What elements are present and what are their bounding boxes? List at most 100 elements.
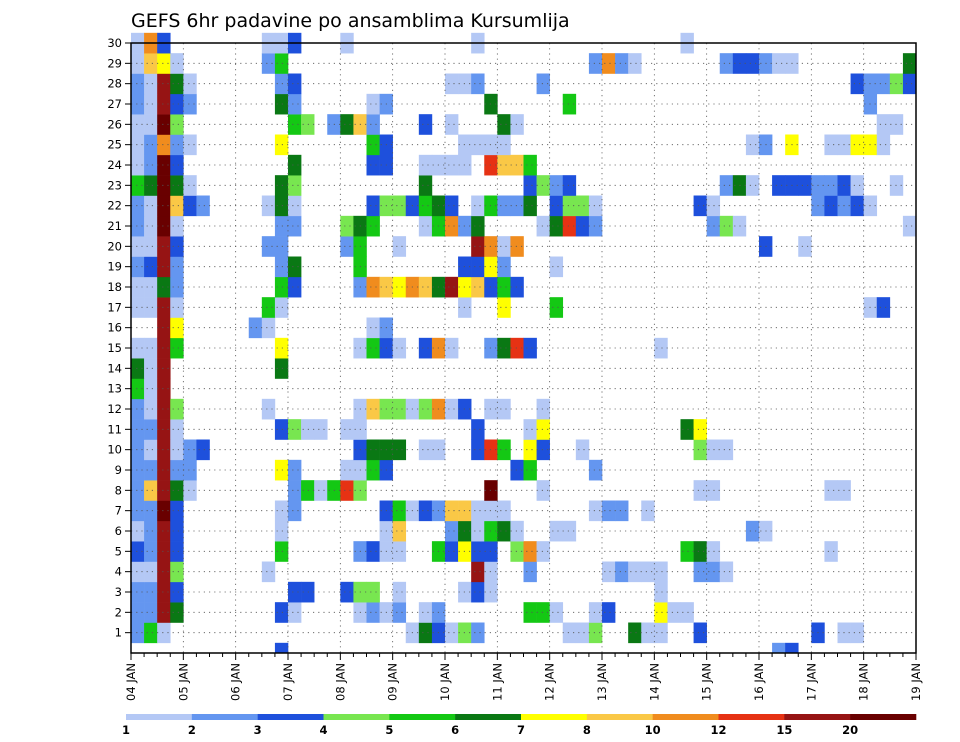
colorbar-label: 20	[842, 723, 858, 737]
heatmap-cell	[131, 175, 145, 196]
y-tick-label: 28	[107, 77, 122, 91]
heatmap-cell	[261, 236, 276, 257]
heatmap-cell	[418, 337, 433, 359]
heatmap-cell	[523, 154, 537, 176]
heatmap-cell	[706, 439, 721, 461]
heatmap-cell	[261, 53, 276, 74]
heatmap-cell	[418, 602, 433, 623]
x-tick-label: 14 JAN	[647, 663, 661, 701]
heatmap-cell	[144, 93, 158, 115]
heatmap-cell	[418, 154, 433, 176]
y-tick-label: 30	[107, 36, 122, 50]
y-tick-label: 1	[115, 626, 122, 640]
heatmap-cell	[366, 459, 380, 481]
heatmap-cell	[497, 439, 511, 461]
heatmap-cell	[876, 297, 891, 318]
heatmap-cell	[131, 195, 145, 217]
heatmap-cell	[602, 602, 616, 623]
heatmap-cell	[131, 398, 145, 420]
heatmap-cell	[157, 114, 171, 135]
heatmap-cell	[850, 195, 864, 217]
heatmap-cell	[144, 378, 158, 400]
heatmap-cell	[562, 215, 577, 237]
heatmap-cell	[418, 175, 433, 196]
colorbar-swatch	[126, 714, 193, 720]
heatmap-cell	[157, 276, 171, 298]
heatmap-cell	[628, 53, 642, 74]
heatmap-cell	[131, 378, 145, 400]
heatmap-cell	[131, 236, 145, 257]
heatmap-cell	[575, 439, 590, 461]
heatmap-cell	[392, 520, 407, 542]
heatmap-cell	[366, 154, 380, 176]
y-tick-label: 5	[115, 544, 122, 558]
heatmap-cell	[131, 297, 145, 318]
heatmap-cell	[157, 378, 171, 400]
heatmap-cell	[157, 134, 171, 156]
heatmap-cell	[602, 561, 616, 583]
heatmap-cell	[131, 520, 145, 542]
heatmap-cell	[523, 419, 537, 440]
heatmap-cell	[157, 480, 171, 501]
heatmap-cell	[170, 459, 184, 481]
heatmap-cell	[523, 541, 537, 562]
heatmap-cell	[183, 134, 197, 156]
heatmap-cell	[641, 500, 655, 522]
heatmap-cell	[274, 358, 289, 379]
x-tick-label: 13 JAN	[595, 663, 609, 701]
colorbar-label: 2	[188, 723, 196, 737]
heatmap-cell	[536, 439, 550, 461]
colorbar-swatch	[850, 714, 917, 720]
heatmap-cell	[693, 439, 707, 461]
heatmap-cell	[157, 337, 171, 359]
heatmap-cell	[366, 215, 380, 237]
heatmap-cell	[588, 622, 603, 644]
heatmap-cell	[366, 134, 380, 156]
heatmap-cell	[183, 195, 197, 217]
heatmap-cell	[588, 459, 603, 481]
heatmap-cell	[157, 561, 171, 583]
colorbar-label: 1	[122, 723, 130, 737]
heatmap-cell	[170, 114, 184, 135]
heatmap-cell	[876, 73, 891, 95]
heatmap-cell	[719, 215, 734, 237]
heatmap-cell	[288, 114, 302, 135]
heatmap-cell	[131, 419, 145, 440]
heatmap-cell	[131, 581, 145, 603]
heatmap-cell	[445, 215, 459, 237]
colorbar-swatch	[718, 714, 785, 720]
heatmap-cell	[471, 561, 485, 583]
heatmap-cell	[549, 297, 564, 318]
heatmap-cell	[510, 236, 524, 257]
heatmap-cell	[523, 175, 537, 196]
colorbar-swatch	[323, 714, 390, 720]
heatmap-cell	[418, 276, 433, 298]
heatmap-cell	[366, 93, 380, 115]
heatmap-cell	[131, 602, 145, 623]
heatmap-cell	[366, 439, 380, 461]
heatmap-cell	[131, 276, 145, 298]
heatmap-cell	[274, 459, 289, 481]
heatmap-cell	[131, 256, 145, 278]
heatmap-cell	[261, 297, 276, 318]
heatmap-cell	[641, 561, 655, 583]
heatmap-cell	[588, 53, 603, 74]
heatmap-cell	[274, 337, 289, 359]
heatmap-cell	[824, 175, 838, 196]
x-tick-label: 07 JAN	[281, 663, 295, 701]
heatmap-cell	[366, 398, 380, 420]
heatmap-cell	[131, 358, 145, 379]
heatmap-cell	[588, 602, 603, 623]
heatmap-cell	[170, 561, 184, 583]
heatmap-cell	[131, 541, 145, 562]
heatmap-cell	[340, 419, 354, 440]
colorbar: 1 2 3 4 5 6 7 8 10 12 15 20	[122, 714, 917, 737]
heatmap-cell	[418, 195, 433, 217]
heatmap-cell	[366, 195, 380, 217]
y-tick-label: 19	[107, 260, 122, 274]
heatmap-cell	[157, 175, 171, 196]
colorbar-label: 3	[254, 723, 262, 737]
heatmap-cell	[144, 358, 158, 379]
heatmap-cell	[654, 581, 668, 603]
colorbar-swatch	[257, 714, 324, 720]
